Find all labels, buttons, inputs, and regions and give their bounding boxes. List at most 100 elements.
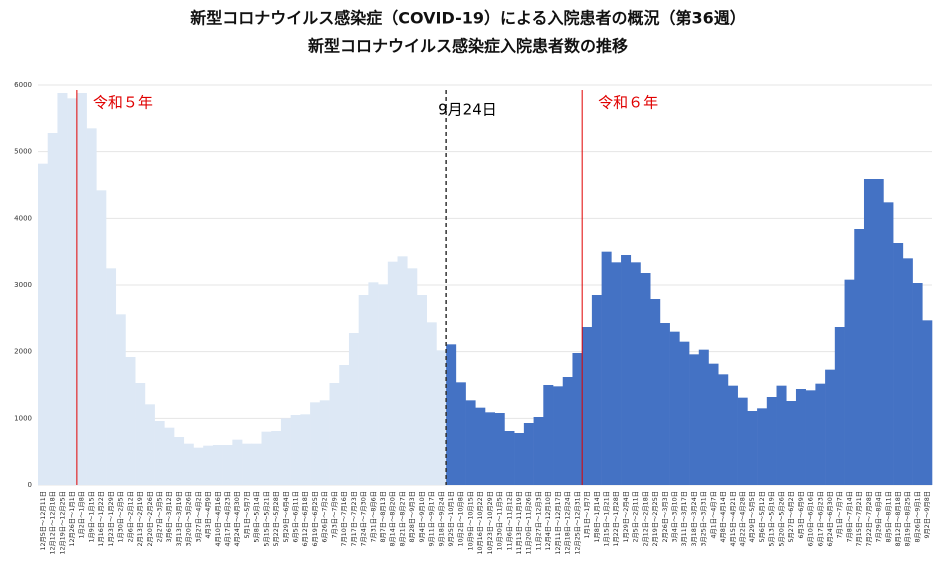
x-tick-label: 7月15日～7月21日 — [855, 491, 863, 547]
bar — [319, 400, 330, 485]
x-tick-label: 12月11日～12月17日 — [554, 491, 562, 555]
bar — [135, 383, 146, 485]
bar — [591, 295, 602, 485]
bar — [154, 421, 165, 485]
bar — [572, 353, 583, 485]
x-tick-label: 8月21日～8月27日 — [398, 491, 406, 547]
x-tick-label: 9月2日～9月8日 — [923, 491, 931, 539]
bar — [669, 331, 680, 485]
x-tick-label: 8月28日～9月3日 — [408, 491, 416, 543]
y-tick-label: 4000 — [14, 214, 32, 222]
x-tick-label: 10月9日～10月15日 — [466, 491, 474, 551]
bar — [144, 404, 155, 485]
x-tick-label: 4月8日～4月14日 — [719, 491, 727, 543]
x-tick-label: 8月19日～8月25日 — [904, 491, 912, 547]
bar — [446, 344, 457, 485]
x-tick-label: 1月16日～1月22日 — [97, 491, 105, 547]
bar — [183, 443, 194, 485]
bar — [708, 363, 719, 485]
x-tick-label: 12月12日～12月18日 — [49, 491, 57, 555]
x-tick-label: 6月10日～6月16日 — [807, 491, 815, 547]
x-tick-label: 7月31日～8月6日 — [369, 491, 377, 543]
bar — [902, 258, 913, 485]
bar — [271, 431, 282, 485]
x-tick-label: 7月22日～7月28日 — [865, 491, 873, 547]
bar — [776, 385, 787, 485]
chart-subtitle: 新型コロナウイルス感染症入院患者数の推移 — [308, 37, 628, 56]
bar — [251, 443, 262, 485]
x-tick-label: 7月17日～7月23日 — [350, 491, 358, 547]
x-tick-label: 4月1日～4月7日 — [709, 491, 717, 539]
x-tick-label: 6月3日～6月9日 — [797, 491, 805, 539]
bar — [922, 320, 933, 485]
x-tick-label: 6月19日～6月25日 — [311, 491, 319, 547]
bar — [611, 262, 622, 485]
x-tick-label: 11月13日～11月19日 — [515, 491, 523, 555]
bar — [650, 299, 661, 485]
y-tick-label: 1000 — [14, 414, 32, 422]
x-tick-label: 2月13日～2月19日 — [136, 491, 144, 547]
x-tick-label: 2月20日～2月26日 — [146, 491, 154, 547]
bar — [485, 412, 496, 485]
annotation-label: 9月24日 — [438, 101, 497, 119]
bar — [514, 433, 525, 485]
x-tick-label: 3月13日～3月19日 — [175, 491, 183, 547]
bar — [67, 98, 78, 485]
bar — [261, 431, 272, 485]
x-tick-label: 1月1日～1月7日 — [583, 491, 591, 539]
bar — [825, 369, 836, 485]
x-tick-label: 10月30日～11月5日 — [496, 491, 504, 551]
x-tick-label: 3月4日～3月10日 — [670, 491, 678, 543]
x-tick-label: 2月12日～2月18日 — [641, 491, 649, 547]
bar — [47, 133, 58, 485]
bar — [222, 445, 233, 485]
x-tick-label: 4月29日～5月5日 — [748, 491, 756, 543]
bar — [212, 445, 223, 485]
x-tick-label: 6月17日～6月23日 — [816, 491, 824, 547]
x-tick-label: 3月20日～3月26日 — [185, 491, 193, 547]
bar — [76, 93, 87, 485]
bar — [164, 427, 175, 485]
bar — [368, 282, 379, 485]
x-tick-label: 12月19日～12月25日 — [58, 491, 66, 555]
x-tick-label: 12月5日～12月11日 — [39, 491, 47, 551]
x-tick-label: 4月15日～4月21日 — [729, 491, 737, 547]
bar — [232, 439, 243, 485]
x-tick-label: 2月6日～2月12日 — [126, 491, 134, 543]
bar — [397, 256, 408, 485]
bar — [883, 202, 894, 486]
bar — [504, 431, 515, 485]
x-tick-label: 6月24日～6月30日 — [826, 491, 834, 547]
bar — [553, 386, 564, 485]
x-tick-label: 8月14日～8月20日 — [389, 491, 397, 547]
x-tick-label: 5月15日～5月21日 — [262, 491, 270, 547]
x-tick-label: 1月22日～1月28日 — [612, 491, 620, 547]
x-tick-label: 11月6日～11月12日 — [505, 491, 513, 551]
x-tick-label: 8月5日～8月11日 — [884, 491, 892, 543]
bar — [57, 93, 68, 485]
bar — [280, 418, 291, 485]
y-tick-label: 6000 — [14, 81, 32, 89]
bar — [193, 447, 204, 485]
x-tick-label: 6月12日～6月18日 — [301, 491, 309, 547]
x-tick-label: 1月8日～1月14日 — [593, 491, 601, 543]
x-tick-label: 11月27日～12月3日 — [534, 491, 542, 551]
y-tick-label: 0 — [28, 481, 32, 489]
annotation-label: 令和６年 — [598, 94, 658, 112]
bar — [96, 190, 107, 486]
x-tick-label: 10月23日～10月29日 — [486, 491, 494, 555]
x-tick-label: 12月26日～1月1日 — [68, 491, 76, 547]
x-tick-label: 7月24日～7月30日 — [360, 491, 368, 547]
bar — [310, 402, 321, 485]
x-tick-label: 1月23日～1月29日 — [107, 491, 115, 547]
x-tick-label: 7月29日～8月4日 — [875, 491, 883, 543]
x-tick-label: 4月22日～4月28日 — [739, 491, 747, 547]
bar — [300, 414, 311, 485]
bar — [698, 349, 709, 485]
x-tick-label: 1月15日～1月21日 — [602, 491, 610, 547]
bar — [242, 443, 253, 485]
bar — [407, 268, 418, 485]
x-tick-label: 12月4日～12月10日 — [544, 491, 552, 551]
x-tick-label: 5月13日～5月19日 — [768, 491, 776, 547]
